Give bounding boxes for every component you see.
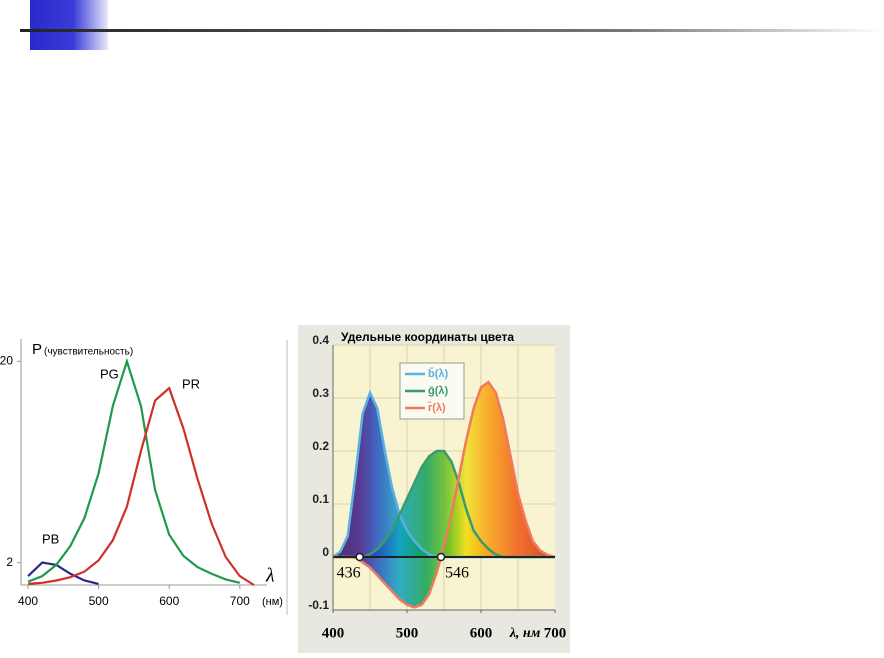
- marker: [436, 552, 446, 562]
- y-tick-label: 0.1: [312, 492, 329, 506]
- chart-title: Удельные координаты цвета: [341, 330, 514, 344]
- x-tick-label: 400: [18, 594, 38, 608]
- series-line: [333, 380, 556, 609]
- series-line: [27, 357, 241, 584]
- title-decoration: [30, 0, 108, 50]
- legend-label: b̄(λ): [428, 368, 449, 380]
- title-rule: [20, 29, 884, 32]
- y-tick-label: 20: [0, 354, 13, 368]
- area-fill: [333, 382, 555, 608]
- area-fill: [333, 392, 555, 557]
- y-tick-label: 2: [6, 555, 13, 569]
- x-tick-label: 700: [230, 594, 250, 608]
- area-fill: [333, 451, 555, 557]
- x-tick-label: 600: [159, 594, 179, 608]
- y-tick-label: 0.2: [312, 439, 329, 453]
- y-axis-label: P: [32, 341, 42, 358]
- series-label: PG: [100, 366, 119, 381]
- y-tick-label: 0.3: [312, 386, 329, 400]
- marker-label: 436: [337, 565, 361, 582]
- x-axis-label: λ, нм: [509, 626, 541, 641]
- series-label: PR: [182, 376, 200, 391]
- x-axis-label: λ: [265, 565, 275, 587]
- charts: 2 20 400 500 600 700 P (чувствительность) λ (нм) P…: [0, 330, 566, 641]
- legend-label: ḡ(λ): [428, 385, 449, 397]
- marker: [355, 552, 364, 562]
- series-line: [28, 386, 255, 586]
- y-tick-label: 0: [322, 545, 329, 559]
- y-tick-label: -0.1: [308, 598, 329, 612]
- x-tick-label: 600: [470, 625, 493, 641]
- x-tick-label: 700: [544, 625, 567, 641]
- y-axis-note: (чувствительность): [44, 347, 133, 358]
- x-tick-label: 500: [396, 625, 419, 641]
- legend-label: r̄(λ): [428, 402, 447, 414]
- x-tick-label: 400: [322, 625, 345, 641]
- marker-label: 546: [445, 565, 469, 582]
- y-tick-label: 0.4: [312, 333, 329, 347]
- series-line: [27, 561, 99, 585]
- x-axis-unit: (нм): [262, 596, 283, 608]
- series-label: PB: [42, 531, 59, 546]
- x-tick-label: 500: [89, 594, 109, 608]
